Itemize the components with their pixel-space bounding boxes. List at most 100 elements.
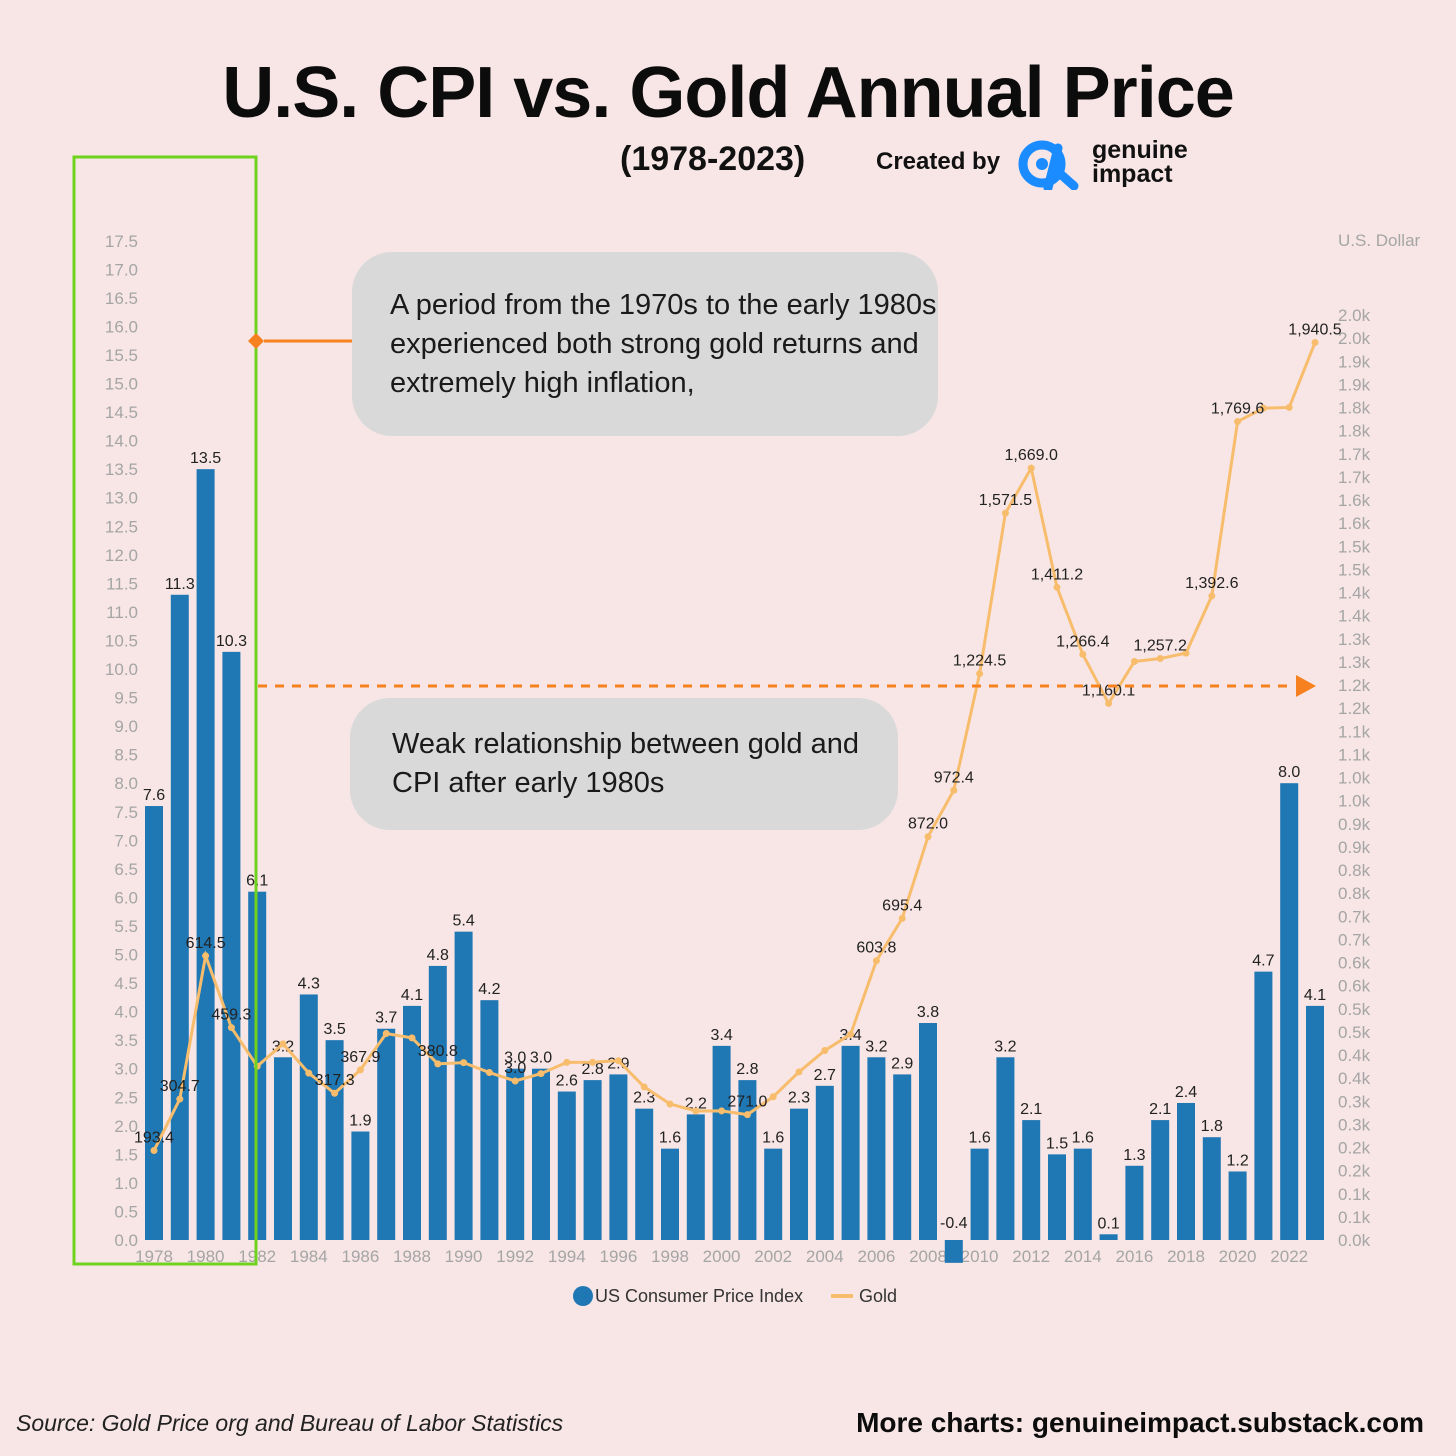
cpi-bar [919, 1023, 937, 1240]
x-tick-label: 2022 [1270, 1247, 1308, 1266]
cpi-data-label: 3.7 [375, 1010, 397, 1027]
cpi-bar [893, 1074, 912, 1240]
y-right-tick-label: 1.8k [1338, 399, 1371, 418]
cpi-data-label: 2.6 [556, 1073, 578, 1090]
gold-data-label: 1,571.5 [979, 492, 1032, 509]
y-left-tick-label: 8.5 [114, 746, 138, 765]
gold-data-point [563, 1058, 571, 1066]
gold-data-label: 1,257.2 [1134, 638, 1187, 655]
y-right-tick-label: 0.5k [1338, 1023, 1371, 1042]
chart-subtitle: (1978-2023) [620, 140, 806, 178]
brand-line-1: genuine [1092, 136, 1188, 164]
gold-data-point [1027, 464, 1035, 472]
y-left-tick-label: 16.0 [105, 317, 138, 336]
y-left-tick-label: 4.0 [114, 1003, 138, 1022]
y-right-tick-label: 1.2k [1338, 676, 1371, 695]
cpi-bar [428, 965, 447, 1240]
cpi-bar [403, 1005, 421, 1240]
cpi-bar [686, 1114, 705, 1240]
gold-data-label: 972.4 [934, 769, 974, 786]
genuine-impact-logo-icon [1018, 140, 1079, 190]
gold-data-point [408, 1034, 416, 1042]
x-tick-label: 1986 [341, 1247, 379, 1266]
cpi-data-label: 1.2 [1226, 1152, 1248, 1169]
y-left-tick-label: 8.0 [114, 774, 138, 793]
y-left-tick-label: 6.5 [114, 860, 138, 879]
y-right-tick-label: 1.6k [1338, 514, 1371, 533]
cpi-data-label: 1.6 [1072, 1130, 1094, 1147]
gold-data-point [1285, 403, 1293, 411]
gold-data-point [511, 1077, 519, 1085]
gold-data-point [434, 1060, 442, 1068]
cpi-bar [1022, 1120, 1041, 1240]
gold-data-label: 304.7 [160, 1078, 200, 1095]
cpi-data-label: 2.8 [736, 1061, 758, 1078]
x-tick-label: 1992 [496, 1247, 534, 1266]
y-right-tick-label: 1.3k [1338, 653, 1371, 672]
x-tick-label: 1996 [599, 1247, 637, 1266]
gold-data-point [924, 833, 932, 841]
more-charts-link[interactable]: More charts: genuineimpact.substack.com [856, 1407, 1424, 1438]
x-tick-label: 2016 [1115, 1247, 1153, 1266]
y-right-tick-label: 0.9k [1338, 815, 1371, 834]
gold-data-point [279, 1040, 287, 1048]
x-tick-label: 1994 [548, 1247, 586, 1266]
cpi-data-label: 2.1 [1020, 1101, 1042, 1118]
cpi-data-label: 3.2 [994, 1038, 1016, 1055]
cpi-bar [351, 1131, 370, 1240]
y-right-tick-label: 0.3k [1338, 1092, 1371, 1111]
cpi-data-label: 7.6 [143, 787, 165, 804]
y-right-tick-label: 1.4k [1338, 584, 1371, 603]
y-right-tick-label: 1.7k [1338, 468, 1371, 487]
y-right-tick-label: 2.0k [1338, 306, 1371, 325]
y-right-axis-title: U.S. Dollar [1338, 231, 1421, 250]
y-right-tick-label: 1.5k [1338, 560, 1371, 579]
y-left-tick-label: 5.0 [114, 946, 138, 965]
y-left-tick-label: 4.5 [114, 974, 138, 993]
cpi-data-label: 3.2 [865, 1038, 887, 1055]
cpi-data-label: 4.2 [478, 981, 500, 998]
gold-data-label: 695.4 [882, 897, 922, 914]
legend-cpi-swatch [573, 1286, 593, 1306]
y-left-tick-label: 13.0 [105, 489, 138, 508]
y-right-tick-label: 1.8k [1338, 422, 1371, 441]
y-left-tick-label: 6.0 [114, 888, 138, 907]
cpi-bar [557, 1091, 576, 1240]
y-left-tick-label: 12.0 [105, 546, 138, 565]
cpi-data-label: 4.7 [1252, 953, 1274, 970]
cpi-bar [1048, 1154, 1066, 1240]
cpi-data-label: -0.4 [940, 1215, 968, 1232]
cpi-data-label: 1.8 [1201, 1118, 1223, 1135]
y-left-tick-label: 17.5 [105, 232, 138, 251]
y-right-tick-label: 0.2k [1338, 1162, 1371, 1181]
y-left-tick-label: 10.5 [105, 631, 138, 650]
arrow-head-icon [1296, 675, 1316, 697]
gold-data-point [872, 957, 880, 965]
cpi-bar [790, 1108, 808, 1240]
gold-data-point [976, 670, 984, 678]
gold-data-point [743, 1111, 751, 1119]
cpi-data-label: 1.6 [659, 1130, 681, 1147]
cpi-data-label: 2.3 [788, 1090, 810, 1107]
cpi-bar [480, 1000, 499, 1240]
x-tick-label: 2010 [961, 1247, 999, 1266]
x-tick-label: 2002 [754, 1247, 792, 1266]
cpi-data-label: 13.5 [190, 450, 221, 467]
gold-data-point [460, 1059, 468, 1067]
gold-data-point [1311, 339, 1319, 347]
cpi-data-label: 4.1 [1304, 987, 1326, 1004]
highlight-box [72, 155, 258, 1266]
cpi-data-label: 0.1 [1097, 1215, 1119, 1232]
gold-data-label: 271.0 [727, 1094, 767, 1111]
y-right-tick-label: 1.1k [1338, 722, 1371, 741]
gold-data-point [485, 1069, 493, 1077]
gold-data-point [1130, 658, 1138, 666]
cpi-bar [532, 1068, 550, 1240]
gold-data-point [382, 1029, 390, 1037]
y-right-tick-label: 1.9k [1338, 375, 1371, 394]
gold-data-label: 459.3 [211, 1007, 251, 1024]
y-right-tick-label: 1.0k [1338, 792, 1371, 811]
y-left-tick-label: 2.5 [114, 1088, 138, 1107]
gold-data-point [176, 1095, 184, 1103]
gold-data-point [305, 1069, 313, 1077]
